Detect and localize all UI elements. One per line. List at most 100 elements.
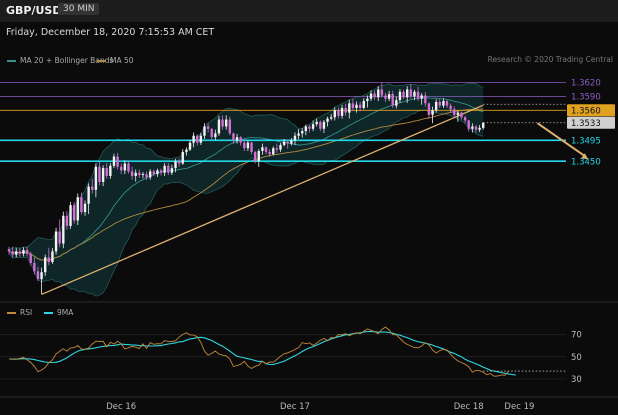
candle-body: [29, 253, 32, 263]
candle-body: [319, 121, 322, 129]
candle-body: [460, 112, 463, 118]
candle-body: [293, 135, 297, 141]
candle-body: [406, 89, 409, 98]
candle-body: [174, 161, 177, 169]
candle-body: [279, 144, 282, 150]
credit-text: Research © 2020 Trading Central: [487, 55, 613, 64]
candle-body: [351, 103, 355, 108]
candle-body: [297, 133, 300, 136]
candle-body: [109, 165, 112, 176]
candle-body: [62, 215, 65, 244]
ma20-line: [8, 97, 484, 261]
candle-body: [431, 110, 434, 115]
price-tag-0: 1.3620: [571, 79, 601, 89]
rsi-tick-50: 50: [571, 353, 582, 363]
candle-body: [253, 151, 257, 162]
candle-body: [398, 91, 402, 101]
legend-ma50: MA 50: [97, 56, 134, 65]
rsi-line: [8, 326, 509, 377]
candle-body: [387, 94, 391, 99]
candle-body: [377, 89, 380, 98]
candle-body: [478, 127, 481, 130]
candle-body: [420, 95, 423, 99]
candle-body: [170, 168, 174, 173]
candle-body: [7, 249, 11, 252]
bollinger-upper-line: [8, 82, 484, 250]
candle-body: [348, 103, 351, 113]
candle-body: [373, 93, 376, 98]
candle-body: [163, 165, 166, 173]
candle-body: [25, 250, 29, 254]
candle-body: [214, 133, 217, 138]
candle-body: [413, 91, 416, 97]
timeframe-button[interactable]: 30 MIN: [58, 3, 100, 15]
candle-body: [22, 250, 25, 254]
candle-body: [116, 156, 119, 167]
candle-body: [250, 142, 253, 152]
x-tick-label: Dec 19: [504, 402, 534, 412]
candle-body: [272, 148, 275, 155]
trendline: [41, 104, 484, 296]
candle-body: [206, 126, 210, 129]
candle-body: [311, 124, 315, 129]
price-tag-bg-2: [567, 104, 615, 117]
candle-body: [196, 135, 199, 143]
candle-body: [210, 128, 213, 138]
x-tick-label: Dec 16: [106, 402, 136, 412]
candle-body: [80, 197, 83, 213]
candle-body: [463, 117, 467, 121]
price-tag-5: 1.3450: [571, 157, 601, 167]
candle-body: [87, 186, 90, 204]
candle-body: [391, 94, 394, 106]
x-tick-label: Dec 17: [280, 402, 310, 412]
candle-body: [181, 151, 184, 164]
legend-9ma: 9MA: [44, 308, 73, 317]
candle-body: [235, 137, 239, 141]
legend-ma-bollinger: MA 20 + Bollinger Bands: [7, 56, 113, 65]
candle-body: [304, 126, 308, 132]
candle-body: [15, 251, 18, 255]
candle-body: [268, 151, 271, 155]
price-tag-4: 1.3495: [571, 137, 601, 147]
candle-body: [243, 142, 246, 149]
candle-body: [402, 91, 405, 98]
candle-body: [362, 101, 365, 108]
candle-body: [177, 161, 181, 164]
candle-body: [322, 121, 326, 129]
price-tag-3: 1.3533: [571, 119, 601, 129]
candle-body: [225, 119, 228, 127]
candle-body: [76, 197, 79, 221]
candle-body: [65, 215, 69, 226]
candle-body: [282, 141, 286, 145]
candle-body: [83, 203, 87, 213]
candle-body: [453, 109, 456, 115]
rsi-9ma-line: [8, 330, 516, 376]
candle-body: [337, 110, 340, 116]
candle-body: [264, 147, 268, 152]
ma50-line: [8, 108, 484, 261]
candle-body: [333, 110, 336, 118]
symbol-label: GBP/USD: [6, 4, 62, 17]
candle-body: [355, 104, 358, 108]
candle-body: [366, 98, 369, 102]
candle-body: [344, 107, 347, 113]
candle-body: [120, 166, 123, 171]
candle-body: [424, 95, 427, 104]
candle-body: [152, 171, 155, 175]
forecast-arrowhead: [581, 153, 589, 160]
candle-body: [112, 156, 116, 166]
legend-ma50-label: MA 50: [110, 56, 134, 65]
candle-body: [33, 262, 36, 272]
candle-body: [123, 163, 127, 171]
forecast-arrow: [536, 122, 586, 158]
candle-body: [167, 165, 170, 173]
candle-body: [427, 103, 431, 115]
bollinger-band-area: [9, 82, 484, 297]
candle-body: [127, 163, 130, 172]
x-tick-label: Dec 18: [454, 402, 484, 412]
legend-ma-bollinger-label: MA 20 + Bollinger Bands: [20, 56, 114, 65]
legend-rsi: RSI: [7, 308, 32, 317]
candle-body: [257, 150, 260, 162]
candle-body: [434, 101, 438, 111]
candle-body: [51, 251, 54, 263]
